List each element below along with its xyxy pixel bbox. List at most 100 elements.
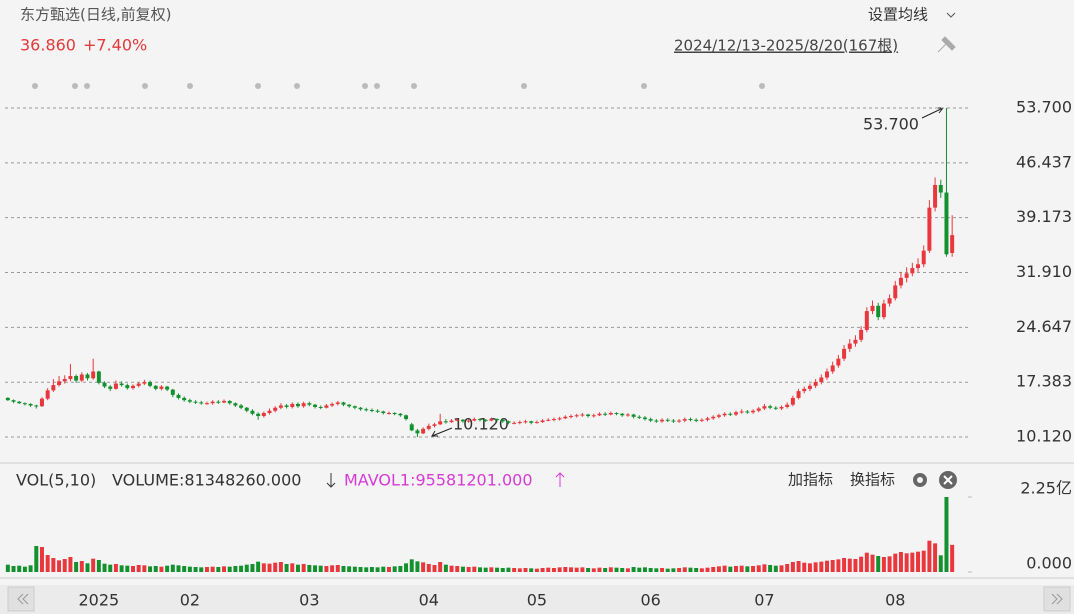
date-range[interactable]: 2024/12/13-2025/8/20(167根)	[674, 37, 898, 55]
scroll-left[interactable]	[7, 586, 35, 612]
candle-body	[682, 419, 687, 421]
candle-body	[768, 406, 773, 408]
y-tick-label: 39.173	[1016, 207, 1072, 226]
candle-body	[222, 400, 227, 403]
volume-bar	[620, 568, 625, 572]
volume-bar	[551, 568, 556, 572]
candle-body	[529, 421, 534, 423]
volume-bar	[307, 565, 312, 572]
candle-body	[859, 329, 864, 340]
candle-body	[244, 407, 249, 411]
volume-bar	[159, 566, 164, 572]
candle-body	[369, 409, 374, 411]
candle-body	[233, 403, 238, 406]
volume-bar	[597, 567, 602, 572]
y-tick-label: 10.120	[1016, 427, 1072, 446]
volume-bar	[341, 566, 346, 572]
min-arrow	[431, 427, 453, 437]
volume-bar	[813, 562, 818, 572]
candle-body	[352, 406, 357, 408]
candle-body	[603, 413, 608, 415]
candle-body	[642, 417, 647, 420]
candle-body	[517, 422, 522, 424]
volume-bar	[398, 566, 403, 572]
switch-indicator[interactable]: 换指标	[850, 471, 895, 489]
volume-bar	[768, 565, 773, 572]
pin-icon[interactable]	[937, 36, 956, 53]
volume-bar	[699, 568, 704, 572]
candle-body	[335, 402, 340, 404]
candle-body	[438, 421, 443, 425]
volume-bar	[580, 567, 585, 572]
candle-body	[625, 414, 630, 416]
volume-bar	[728, 566, 733, 572]
candle-body	[699, 419, 704, 421]
candle-body	[739, 411, 744, 413]
candle-body	[716, 415, 721, 417]
volume-title: VOL(5,10)	[16, 471, 96, 490]
candle-body	[472, 419, 477, 421]
candle-body	[944, 192, 949, 255]
candle-body	[165, 386, 170, 390]
candle-body	[290, 403, 295, 407]
candle-body	[136, 383, 141, 386]
volume-bar	[295, 564, 300, 572]
volume-bar	[290, 563, 295, 572]
candle-body	[176, 394, 181, 398]
x-tick-label: 06	[640, 591, 660, 610]
candle-body	[278, 405, 283, 408]
volume-bar	[22, 566, 27, 572]
volume-bar	[665, 568, 670, 572]
candle-body	[569, 416, 574, 418]
candle-body	[933, 184, 938, 208]
candle-body	[506, 421, 511, 423]
ma-settings[interactable]: 设置均线	[868, 6, 928, 24]
volume-bar	[614, 567, 619, 572]
volume-bar	[250, 564, 255, 572]
volume-bar	[51, 558, 56, 572]
scroll-left-icon	[17, 593, 29, 605]
candle-body	[551, 419, 556, 421]
candle-body	[751, 410, 756, 413]
close-x	[943, 475, 953, 485]
volume-bar	[369, 567, 374, 572]
volume-bar	[512, 568, 517, 572]
candle-body	[404, 415, 409, 420]
volume-bar	[438, 562, 443, 572]
volume-bar	[386, 567, 391, 572]
volume-bar	[267, 563, 272, 572]
min-annotation: 10.120	[453, 415, 509, 434]
volume-value: VOLUME:81348260.000	[112, 471, 301, 490]
volume-bar	[779, 565, 784, 572]
candle-body	[836, 358, 841, 366]
volume-bar	[108, 564, 113, 572]
scroll-right-icon	[1051, 593, 1063, 605]
candle-body	[34, 405, 39, 407]
candle-body	[893, 285, 898, 299]
date-scrollbar[interactable]	[0, 585, 1074, 614]
candle-body	[762, 406, 767, 409]
volume-bar	[654, 568, 659, 572]
candle-body	[711, 416, 716, 419]
x-tick-label: 05	[527, 591, 547, 610]
volume-bar	[85, 563, 90, 572]
volume-bar	[625, 568, 630, 572]
candle-body	[125, 385, 130, 389]
candle-body	[614, 413, 619, 415]
volume-bar	[278, 562, 283, 572]
add-indicator[interactable]: 加指标	[788, 471, 833, 489]
candle-body	[728, 413, 733, 415]
candle-body	[637, 416, 642, 418]
volume-bar	[432, 565, 437, 572]
candle-body	[688, 419, 693, 421]
volume-bar	[921, 550, 926, 572]
volume-bar	[284, 564, 289, 572]
candle-body	[415, 430, 420, 434]
volume-bar	[176, 565, 181, 572]
volume-bar	[96, 560, 101, 572]
volume-bar	[347, 566, 352, 572]
x-tick-label: 07	[754, 591, 774, 610]
candle-body	[466, 420, 471, 422]
volume-bar	[358, 567, 363, 572]
volume-bar	[193, 567, 198, 572]
